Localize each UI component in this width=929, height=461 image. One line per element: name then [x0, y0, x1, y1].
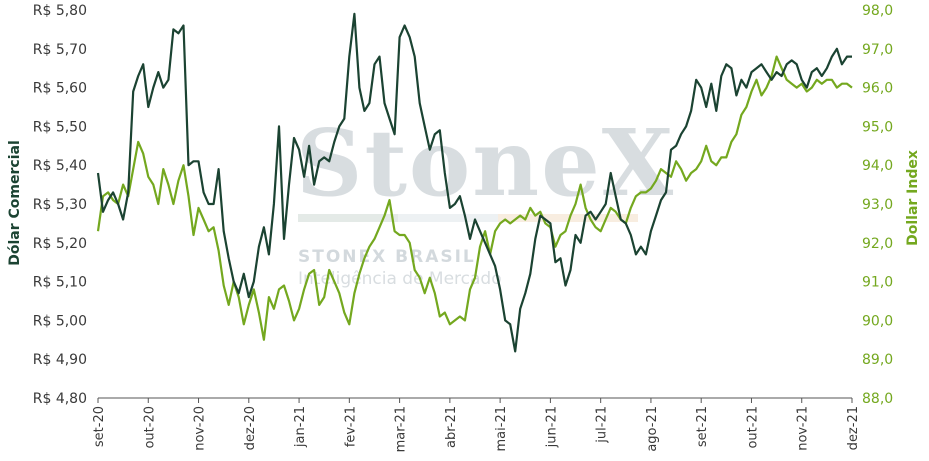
- stonex-watermark: StoneX STONEX BRASIL Inteligência de Mer…: [296, 109, 675, 289]
- x-tick-label: out-21: [745, 406, 760, 449]
- left-tick-label: R$ 5,50: [33, 119, 87, 135]
- right-tick-label: 90,0: [862, 313, 893, 329]
- left-tick-label: R$ 4,90: [33, 352, 87, 368]
- right-tick-label: 97,0: [862, 42, 893, 58]
- right-tick-label: 95,0: [862, 119, 893, 135]
- x-tick-label: mar-21: [394, 406, 409, 452]
- left-tick-label: R$ 4,80: [33, 391, 87, 407]
- right-axis-ticks: 88,0 89,0 90,0 91,0 92,0 93,0 94,0 95,0 96,0 97,0…: [862, 3, 893, 407]
- x-tick-label: nov-20: [193, 406, 208, 451]
- x-tick-label: jan-21: [293, 406, 308, 448]
- right-tick-label: 94,0: [862, 158, 893, 174]
- left-tick-label: R$ 5,00: [33, 313, 87, 329]
- x-tick-label: ago-21: [645, 406, 660, 452]
- x-tick-label: out-20: [142, 406, 157, 449]
- series-layer: [96, 12, 853, 353]
- x-tick-label: fev-21: [343, 406, 358, 447]
- x-tick-label: set-21: [695, 406, 710, 447]
- x-tick-label: jun-21: [544, 406, 559, 448]
- right-tick-label: 92,0: [862, 236, 893, 252]
- series-line-dolar-comercial: [96, 12, 852, 353]
- x-tick-label: mai-21: [494, 406, 509, 451]
- series-line-dollar-index: [96, 55, 853, 341]
- right-axis-title: Dollar Index: [905, 150, 921, 246]
- left-axis-ticks: R$ 4,80 R$ 4,90 R$ 5,00 R$ 5,10 R$ 5,20 R$ 5,…: [33, 3, 87, 407]
- right-tick-label: 98,0: [862, 3, 893, 19]
- x-tick-label: jul-21: [595, 406, 610, 444]
- x-tick-label: dez-21: [846, 406, 861, 450]
- right-tick-label: 89,0: [862, 352, 893, 368]
- right-tick-label: 91,0: [862, 275, 893, 291]
- left-tick-label: R$ 5,40: [33, 158, 87, 174]
- right-tick-label: 96,0: [862, 81, 893, 97]
- left-tick-label: R$ 5,70: [33, 42, 87, 58]
- left-tick-label: R$ 5,30: [33, 197, 87, 213]
- watermark-brand: StoneX: [296, 109, 675, 217]
- left-tick-label: R$ 5,10: [33, 275, 87, 291]
- left-tick-label: R$ 5,60: [33, 81, 87, 97]
- right-tick-label: 88,0: [862, 391, 893, 407]
- right-tick-label: 93,0: [862, 197, 893, 213]
- x-axis-ticks: set-20 out-20 nov-20 dez-20 jan-21 fev-21 mar-…: [92, 398, 861, 452]
- left-tick-label: R$ 5,80: [33, 3, 87, 19]
- watermark-line2: Inteligência de Mercado: [298, 269, 502, 289]
- left-tick-label: R$ 5,20: [33, 236, 87, 252]
- x-tick-label: nov-21: [796, 406, 811, 451]
- x-tick-label: set-20: [92, 406, 107, 447]
- x-tick-label: abr-21: [444, 406, 459, 448]
- watermark-line1: STONEX BRASIL: [298, 247, 476, 267]
- left-axis-title: Dólar Comercial: [7, 140, 23, 266]
- x-tick-label: dez-20: [243, 406, 258, 450]
